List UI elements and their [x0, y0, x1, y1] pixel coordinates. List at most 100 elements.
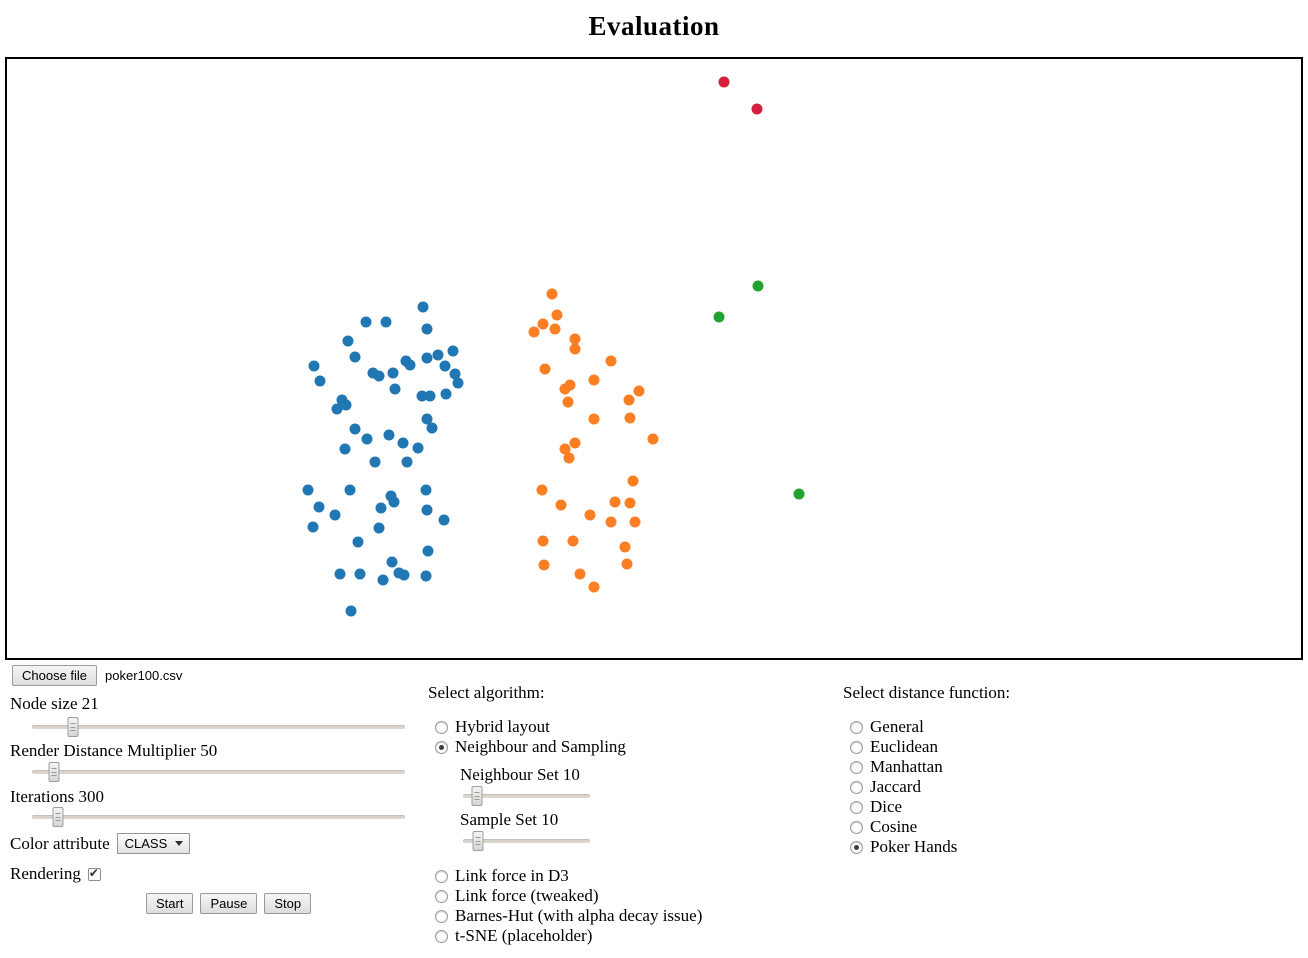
data-point-class-orange[interactable]: [555, 499, 567, 511]
data-point-class-blue[interactable]: [452, 377, 464, 389]
data-point-class-orange[interactable]: [647, 433, 659, 445]
radio-button[interactable]: [435, 720, 448, 734]
data-point-class-blue[interactable]: [432, 349, 444, 361]
radio-option[interactable]: Dice: [850, 797, 957, 817]
data-point-class-blue[interactable]: [334, 568, 346, 580]
data-point-class-blue[interactable]: [331, 403, 343, 415]
data-point-class-orange[interactable]: [539, 363, 551, 375]
sample-set-slider[interactable]: [463, 831, 590, 851]
radio-option[interactable]: t-SNE (placeholder): [435, 926, 702, 946]
radio-button[interactable]: [850, 800, 863, 814]
radio-option[interactable]: Cosine: [850, 817, 957, 837]
data-point-class-blue[interactable]: [424, 390, 436, 402]
data-point-class-orange[interactable]: [633, 385, 645, 397]
data-point-class-blue[interactable]: [397, 437, 409, 449]
data-point-class-green[interactable]: [752, 280, 764, 292]
data-point-class-green[interactable]: [713, 311, 725, 323]
data-point-class-blue[interactable]: [401, 456, 413, 468]
data-point-class-blue[interactable]: [417, 301, 429, 313]
slider-track[interactable]: [463, 794, 590, 798]
radio-button[interactable]: [435, 869, 448, 883]
data-point-class-blue[interactable]: [385, 490, 397, 502]
radio-option[interactable]: Jaccard: [850, 777, 957, 797]
data-point-class-blue[interactable]: [380, 316, 392, 328]
radio-button[interactable]: [850, 720, 863, 734]
data-point-class-orange[interactable]: [537, 318, 549, 330]
data-point-class-blue[interactable]: [383, 429, 395, 441]
slider-track[interactable]: [32, 770, 405, 774]
visualization-canvas[interactable]: [5, 57, 1303, 660]
radio-button[interactable]: [850, 820, 863, 834]
data-point-class-orange[interactable]: [567, 535, 579, 547]
data-point-class-orange[interactable]: [546, 288, 558, 300]
iterations-slider[interactable]: [32, 807, 405, 827]
radio-button[interactable]: [850, 840, 863, 854]
data-point-class-blue[interactable]: [373, 370, 385, 382]
data-point-class-blue[interactable]: [387, 367, 399, 379]
slider-thumb[interactable]: [67, 717, 79, 737]
data-point-class-blue[interactable]: [447, 345, 459, 357]
data-point-class-blue[interactable]: [339, 443, 351, 455]
data-point-class-blue[interactable]: [375, 502, 387, 514]
data-point-class-orange[interactable]: [584, 509, 596, 521]
data-point-class-blue[interactable]: [416, 390, 428, 402]
radio-option[interactable]: Link force in D3: [435, 866, 702, 886]
slider-track[interactable]: [32, 725, 405, 729]
neighbour-set-slider[interactable]: [463, 786, 590, 806]
data-point-class-orange[interactable]: [609, 496, 621, 508]
data-point-class-red[interactable]: [718, 76, 730, 88]
data-point-class-red[interactable]: [751, 103, 763, 115]
radio-button[interactable]: [435, 929, 448, 943]
data-point-class-blue[interactable]: [360, 316, 372, 328]
data-point-class-blue[interactable]: [340, 399, 352, 411]
data-point-class-blue[interactable]: [422, 545, 434, 557]
data-point-class-blue[interactable]: [354, 568, 366, 580]
data-point-class-orange[interactable]: [624, 412, 636, 424]
radio-button[interactable]: [435, 740, 448, 754]
data-point-class-blue[interactable]: [377, 574, 389, 586]
data-point-class-orange[interactable]: [627, 475, 639, 487]
choose-file-button[interactable]: Choose file: [12, 665, 98, 686]
radio-button[interactable]: [435, 909, 448, 923]
data-point-class-orange[interactable]: [528, 326, 540, 338]
data-point-class-blue[interactable]: [373, 522, 385, 534]
color-attribute-select[interactable]: CLASS: [116, 833, 191, 854]
data-point-class-blue[interactable]: [420, 484, 432, 496]
data-point-class-orange[interactable]: [588, 413, 600, 425]
data-point-class-blue[interactable]: [369, 456, 381, 468]
data-point-class-blue[interactable]: [352, 536, 364, 548]
stop-button[interactable]: Stop: [264, 893, 312, 914]
data-point-class-orange[interactable]: [569, 343, 581, 355]
radio-option[interactable]: Hybrid layout: [435, 717, 626, 737]
data-point-class-blue[interactable]: [420, 570, 432, 582]
data-point-class-blue[interactable]: [344, 484, 356, 496]
data-point-class-orange[interactable]: [536, 484, 548, 496]
data-point-class-orange[interactable]: [605, 355, 617, 367]
data-point-class-orange[interactable]: [619, 541, 631, 553]
radio-button[interactable]: [850, 780, 863, 794]
data-point-class-blue[interactable]: [302, 484, 314, 496]
data-point-class-blue[interactable]: [386, 556, 398, 568]
radio-option[interactable]: Neighbour and Sampling: [435, 737, 626, 757]
data-point-class-orange[interactable]: [574, 568, 586, 580]
radio-option[interactable]: Manhattan: [850, 757, 957, 777]
data-point-class-blue[interactable]: [361, 433, 373, 445]
data-point-class-blue[interactable]: [308, 360, 320, 372]
data-point-class-blue[interactable]: [449, 368, 461, 380]
data-point-class-orange[interactable]: [537, 535, 549, 547]
data-point-class-orange[interactable]: [562, 396, 574, 408]
data-point-class-blue[interactable]: [349, 351, 361, 363]
data-point-class-orange[interactable]: [624, 497, 636, 509]
data-point-class-orange[interactable]: [563, 452, 575, 464]
slider-track[interactable]: [32, 815, 405, 819]
slider-thumb[interactable]: [471, 786, 483, 806]
radio-option[interactable]: Barnes-Hut (with alpha decay issue): [435, 906, 702, 926]
data-point-class-blue[interactable]: [342, 335, 354, 347]
start-button[interactable]: Start: [146, 893, 194, 914]
data-point-class-orange[interactable]: [564, 379, 576, 391]
data-point-class-orange[interactable]: [559, 443, 571, 455]
pause-button[interactable]: Pause: [200, 893, 258, 914]
data-point-class-orange[interactable]: [623, 394, 635, 406]
data-point-class-orange[interactable]: [569, 333, 581, 345]
data-point-class-orange[interactable]: [621, 558, 633, 570]
